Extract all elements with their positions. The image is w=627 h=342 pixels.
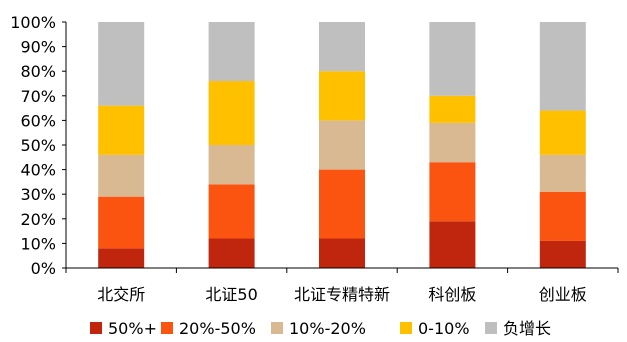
y-tick-label: 90% [20,38,56,57]
bar-segment-4-4 [429,95,476,123]
bar-segment-2-4 [429,162,476,222]
legend-swatch [90,322,102,334]
bar-segment-1-5 [539,240,586,268]
y-tick-label: 100% [10,13,56,32]
bar-segment-5-5 [539,22,586,111]
bar-segment-1-1 [98,248,145,268]
bar-segment-2-2 [208,184,255,239]
bar-segment-3-4 [429,122,476,163]
bar-segment-5-2 [208,22,255,82]
y-tick-label: 0% [31,259,56,278]
bar-segment-1-2 [208,238,255,268]
bar-segment-2-3 [319,169,365,239]
y-tick-label: 70% [20,87,56,106]
bar-segment-3-5 [539,154,586,192]
y-tick-label: 60% [20,111,56,130]
legend-label: 50%+ [108,319,157,338]
bar-group [98,22,586,268]
y-tick-label: 30% [20,185,56,204]
bar-segment-2-5 [539,191,586,241]
y-tick-label: 10% [20,234,56,253]
bar-segment-5-4 [429,22,476,96]
bar-segment-5-1 [98,22,145,106]
bar-segment-3-3 [319,120,365,170]
x-axis: 北交所 北证50 北证专精特新 科创板 创业板 [65,267,619,304]
x-tick-label: 北证专精特新 [294,285,390,304]
bar-segment-1-3 [319,238,365,268]
legend-swatch [271,322,283,334]
y-tick-label: 20% [20,210,56,229]
legend-label: 0-10% [418,319,470,338]
legend-label: 负增长 [503,319,551,338]
bar-segment-4-3 [319,71,365,121]
bar-segment-4-2 [208,81,255,145]
legend-swatch [400,322,412,334]
x-tick-label: 创业板 [539,285,587,304]
y-axis: 0% 10% 20% 30% 40% 50% 60% 70% 80% 90% 100% [10,13,67,278]
bar-segment-4-1 [98,105,145,155]
x-tick-label: 北交所 [97,285,145,304]
x-tick-label: 科创板 [428,285,476,304]
y-tick-label: 40% [20,161,56,180]
legend-swatch [485,322,497,334]
y-tick-label: 50% [20,136,56,155]
bar-segment-4-5 [539,110,586,155]
legend-label: 10%-20% [289,319,366,338]
bar-segment-3-2 [208,145,255,185]
legend-label: 20%-50% [179,319,256,338]
legend: 50%+ 20%-50% 10%-20% 0-10% 负增长 [90,319,551,338]
bar-segment-5-3 [319,22,365,72]
x-tick-label: 北证50 [205,285,257,304]
legend-swatch [161,322,173,334]
bar-segment-3-1 [98,154,145,197]
bar-segment-1-4 [429,221,476,268]
bar-segment-2-1 [98,196,145,249]
y-tick-label: 80% [20,62,56,81]
